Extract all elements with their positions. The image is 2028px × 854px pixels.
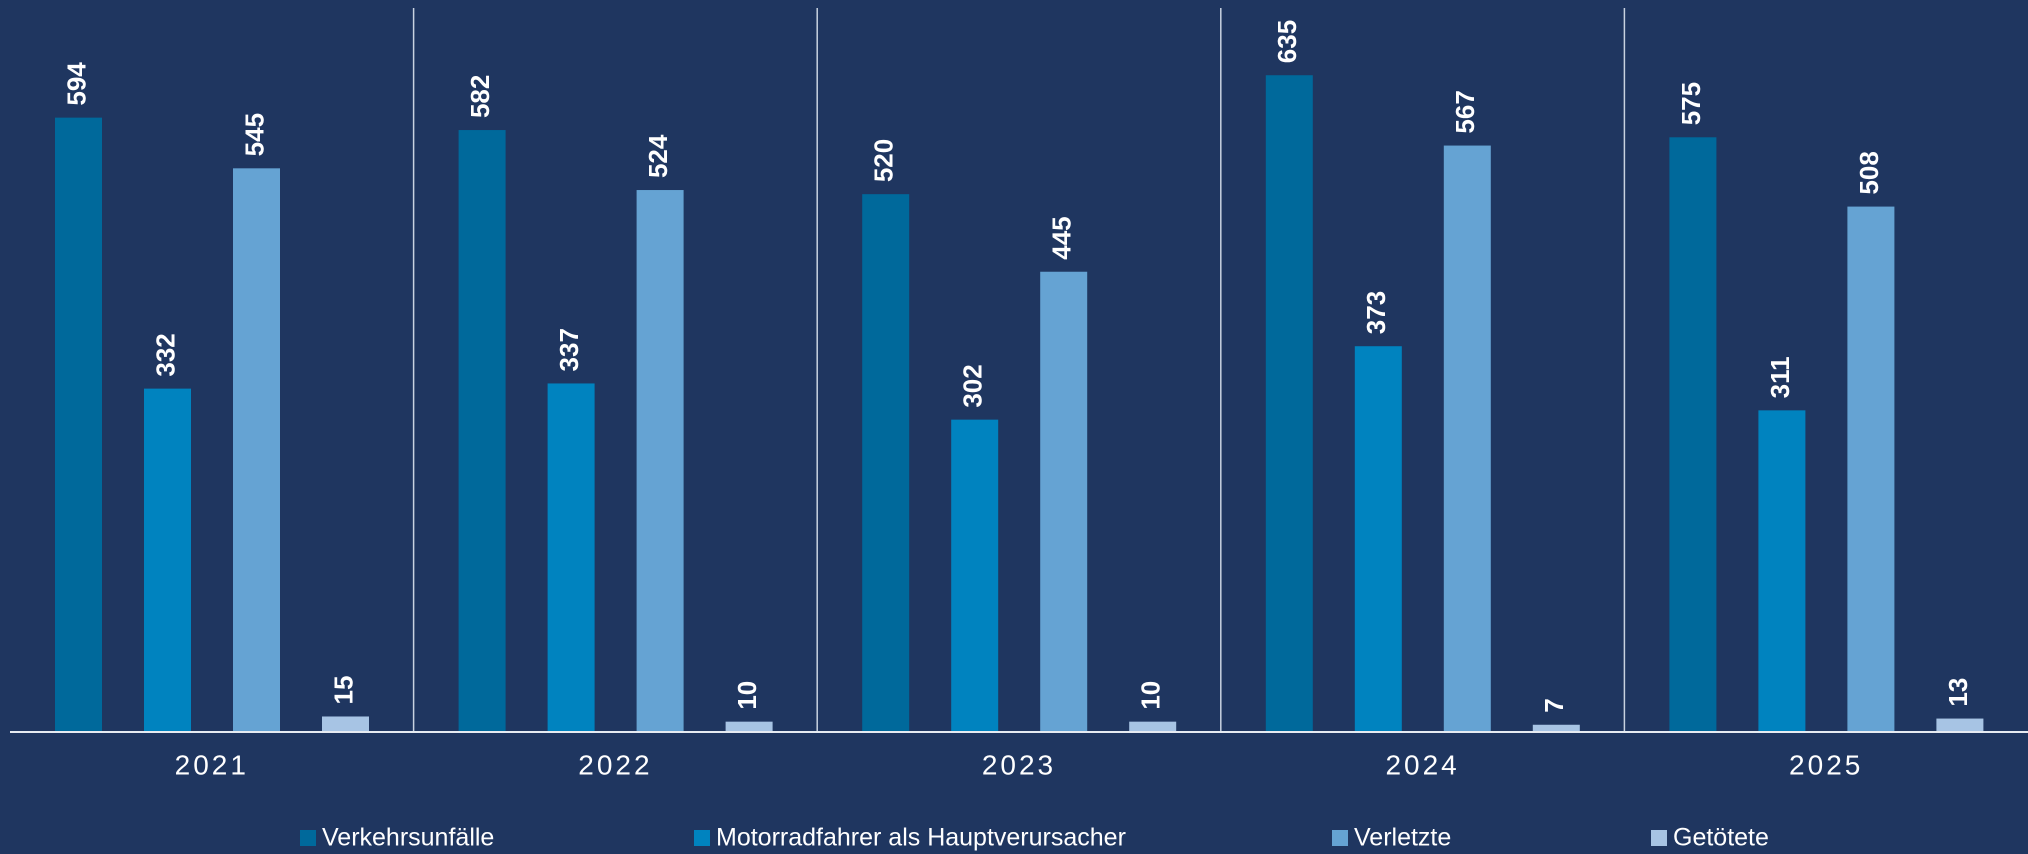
bar [55,117,102,733]
legend-label: Getötete [1673,824,1769,852]
bar [1936,718,1984,732]
value-label: 508 [1854,151,1884,194]
value-label: 311 [1765,356,1795,398]
value-label: 582 [465,75,495,118]
bar [951,419,999,732]
value-label: 567 [1450,90,1480,133]
bar [1265,75,1313,732]
bar [862,194,910,732]
value-label: 10 [1136,681,1166,710]
value-label: 302 [958,364,988,407]
value-label: 10 [732,681,762,710]
bar [1443,145,1491,732]
bar [1532,724,1580,732]
bar [322,716,369,732]
value-label: 13 [1943,678,1973,707]
bar [725,721,773,732]
value-label: 594 [61,62,91,106]
value-label: 337 [554,328,584,371]
bar [1669,137,1717,733]
bar [458,130,506,732]
value-label: 445 [1047,216,1077,259]
x-tick-label: 2023 [982,749,1056,780]
legend-swatch [300,830,316,846]
x-tick-label: 2021 [175,749,249,780]
value-label: 575 [1676,82,1706,125]
bar [233,168,280,733]
bar [636,190,684,732]
value-label: 15 [328,676,358,705]
legend-label: Verletzte [1354,824,1451,852]
value-label: 7 [1539,698,1569,712]
legend-label: Motorradfahrer als Hauptverursacher [716,824,1126,852]
bar [547,383,595,732]
bar [1758,410,1806,732]
value-label: 520 [869,139,899,182]
legend-swatch [1332,830,1348,846]
x-tick-label: 2025 [1789,749,1863,780]
bar [1847,206,1895,732]
bar [1040,271,1088,732]
value-label: 524 [643,134,673,178]
x-tick-label: 2024 [1385,749,1459,780]
value-label: 545 [239,113,269,156]
value-label: 635 [1272,20,1302,63]
value-label: 373 [1361,291,1391,334]
value-label: 332 [150,333,180,376]
bar [144,388,191,732]
legend-swatch [1651,830,1667,846]
bar [1354,346,1402,732]
legend-swatch [694,830,710,846]
x-tick-label: 2022 [578,749,652,780]
legend-label: Verkehrsunfälle [322,824,494,852]
bar [1129,721,1177,732]
